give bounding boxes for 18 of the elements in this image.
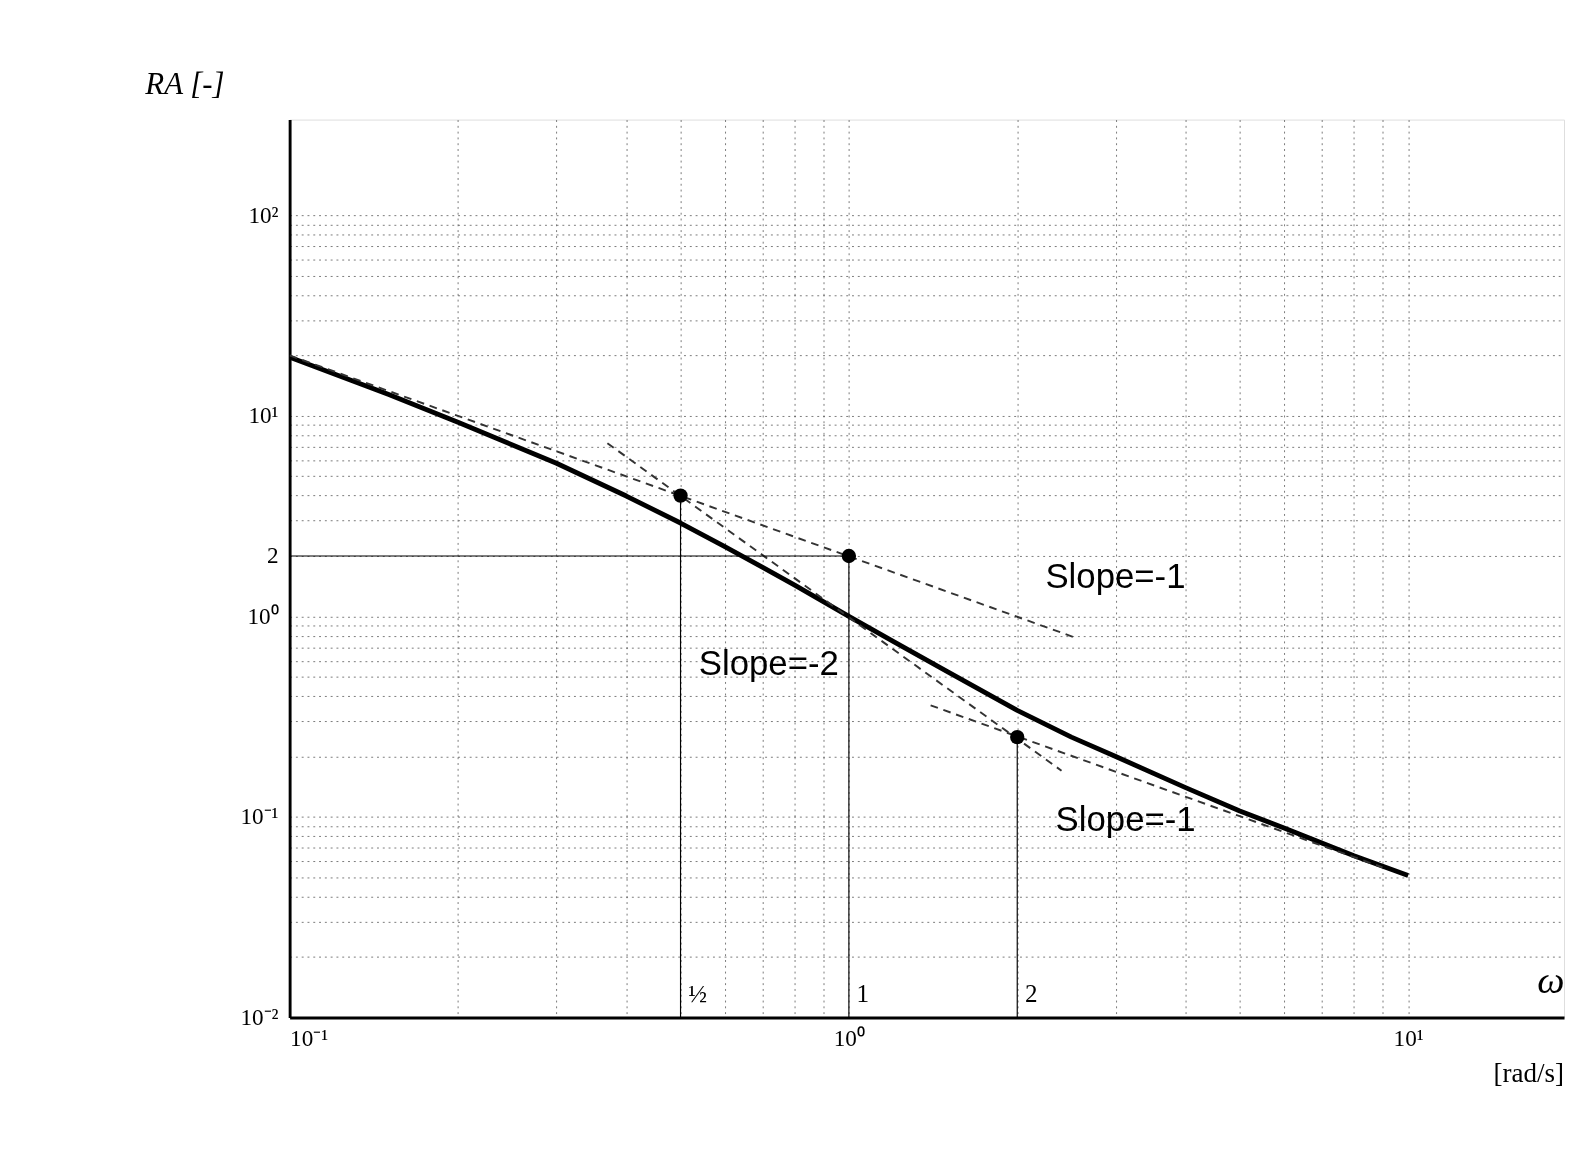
y-tick-label: 10¹ [248,402,279,429]
annotation: Slope=-2 [698,644,839,683]
y-tick-label: 10⁰ [247,602,279,629]
x-axis-title: ω [1537,958,1565,1001]
text: [rad/s] [1493,1058,1565,1089]
y-tick-label: 10⁻¹ [240,803,279,830]
y-axis-title: RA [-] [144,66,225,101]
y-tick-label: 10⁻² [240,1003,279,1030]
annotation: 2 [1024,980,1038,1008]
annotation: 1 [856,980,870,1008]
x-tick-label: 10⁻¹ [290,1024,329,1051]
annotation: ½ [688,980,708,1008]
y-tick-label: 10² [248,201,279,228]
y-tick-label: 2 [266,542,279,569]
annotation: Slope=-1 [1055,800,1196,839]
annotation: Slope=-1 [1045,557,1186,596]
x-tick-label: 10⁰ [833,1024,865,1051]
x-tick-label: 10¹ [1393,1024,1424,1051]
